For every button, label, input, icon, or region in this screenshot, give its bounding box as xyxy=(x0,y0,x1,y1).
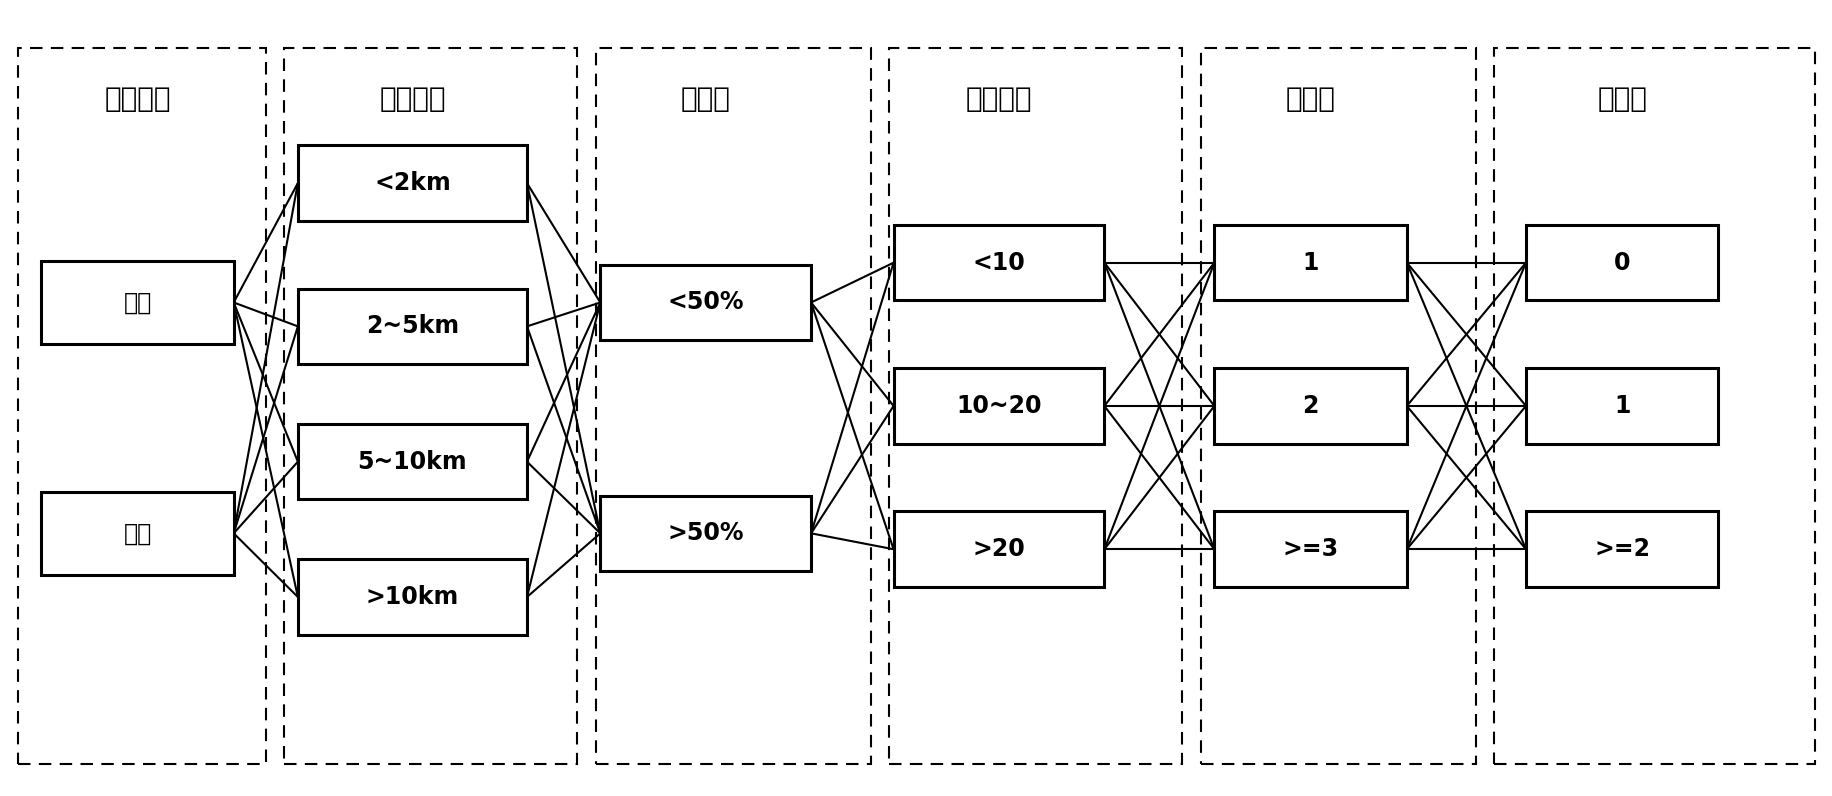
Text: 电缆: 电缆 xyxy=(123,521,152,545)
Bar xyxy=(1524,224,1718,300)
Text: >=2: >=2 xyxy=(1594,537,1649,561)
Text: 2: 2 xyxy=(1303,394,1317,418)
Bar xyxy=(894,224,1103,300)
Bar xyxy=(1493,48,1814,764)
Bar xyxy=(297,559,526,635)
Text: 0: 0 xyxy=(1612,251,1630,275)
Bar xyxy=(1524,511,1718,587)
Text: >10km: >10km xyxy=(366,585,458,609)
Bar xyxy=(40,491,234,575)
Text: 1: 1 xyxy=(1303,251,1317,275)
Text: >=3: >=3 xyxy=(1282,537,1337,561)
Text: 线路类型: 线路类型 xyxy=(104,85,170,114)
Text: 2~5km: 2~5km xyxy=(366,314,458,338)
Bar xyxy=(894,368,1103,444)
Bar xyxy=(595,48,870,764)
Bar xyxy=(18,48,266,764)
Bar xyxy=(297,145,526,220)
Bar xyxy=(601,265,810,341)
Bar xyxy=(297,289,526,365)
Text: 线路长度: 线路长度 xyxy=(379,85,445,114)
Bar xyxy=(889,48,1182,764)
Text: <2km: <2km xyxy=(374,171,451,195)
Text: 架空: 架空 xyxy=(123,291,152,314)
Bar xyxy=(284,48,577,764)
Text: <50%: <50% xyxy=(667,291,744,314)
Text: 1: 1 xyxy=(1614,394,1629,418)
Text: 10~20: 10~20 xyxy=(956,394,1041,418)
Text: >20: >20 xyxy=(973,537,1024,561)
Bar xyxy=(297,423,526,500)
Bar xyxy=(1200,48,1475,764)
Text: 5~10km: 5~10km xyxy=(357,450,467,474)
Text: <10: <10 xyxy=(973,251,1024,275)
Bar xyxy=(894,511,1103,587)
Bar xyxy=(1213,511,1405,587)
Text: 联络数: 联络数 xyxy=(1284,85,1336,114)
Bar xyxy=(1524,368,1718,444)
Bar xyxy=(1213,224,1405,300)
Bar xyxy=(601,495,810,572)
Text: 分段数: 分段数 xyxy=(1596,85,1647,114)
Bar xyxy=(40,261,234,344)
Bar xyxy=(1213,368,1405,444)
Text: 负荷点数: 负荷点数 xyxy=(965,85,1031,114)
Text: >50%: >50% xyxy=(667,521,744,545)
Text: 负载率: 负载率 xyxy=(680,85,731,114)
